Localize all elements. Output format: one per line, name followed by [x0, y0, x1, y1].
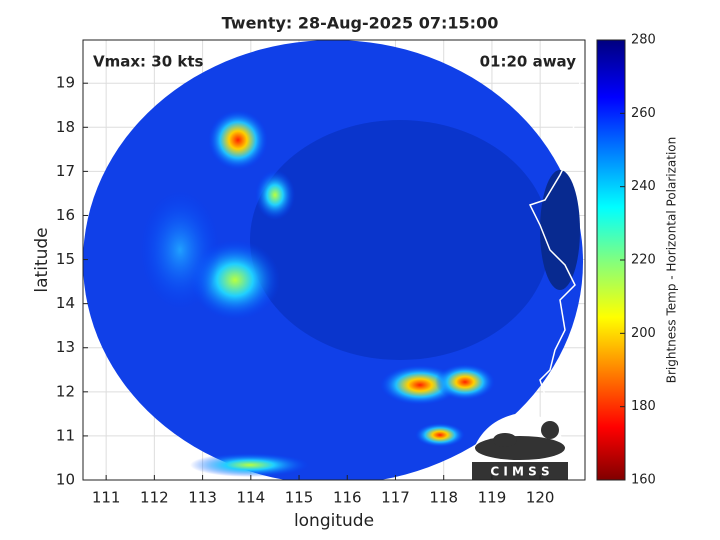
logo-dish	[493, 433, 517, 447]
cloud	[255, 170, 295, 220]
logo-text: C I M S S	[490, 465, 549, 479]
cimss-logo: C I M S S	[470, 413, 570, 480]
y-tick-label: 19	[56, 74, 75, 92]
colorbar-tick-label: 180	[631, 399, 656, 414]
y-axis-label: latitude	[32, 227, 52, 292]
scan-area	[540, 170, 580, 290]
x-tick-label: 112	[140, 489, 169, 507]
chart-title: Twenty: 28-Aug-2025 07:15:00	[222, 14, 499, 33]
y-tick-label: 16	[56, 206, 75, 224]
annotation: Vmax: 30 kts	[93, 53, 203, 71]
y-tick-label: 14	[56, 294, 75, 312]
x-tick-label: 119	[478, 489, 507, 507]
x-tick-label: 120	[526, 489, 555, 507]
x-tick-label: 113	[188, 489, 217, 507]
y-tick-label: 10	[56, 471, 75, 489]
x-axis-label: longitude	[294, 511, 374, 531]
logo-tower	[541, 421, 559, 439]
colorbar-label: Brightness Temp - Horizontal Polarizatio…	[665, 137, 679, 384]
colorbar-tick-label: 220	[631, 253, 656, 268]
cloud	[190, 453, 310, 477]
y-tick-label: 13	[56, 338, 75, 356]
x-tick-label: 114	[236, 489, 265, 507]
logo-hill	[475, 436, 565, 460]
x-tick-label: 115	[285, 489, 314, 507]
x-tick-label: 117	[381, 489, 410, 507]
logo-band	[472, 462, 568, 480]
colorbar-tick-label: 240	[631, 179, 656, 194]
cloud	[435, 364, 495, 400]
y-tick-label: 18	[56, 118, 75, 136]
x-tick-label: 111	[92, 489, 121, 507]
y-tick-label: 17	[56, 162, 75, 180]
x-tick-label: 118	[429, 489, 458, 507]
colorbar-tick-label: 260	[631, 106, 656, 121]
cloud	[140, 190, 220, 310]
colorbar-tick-label: 280	[631, 33, 656, 48]
y-tick-label: 15	[56, 250, 75, 268]
cloud	[415, 423, 465, 447]
x-tick-label: 116	[333, 489, 362, 507]
scan-area	[250, 120, 550, 360]
coastline	[528, 59, 585, 401]
annotation: 01:20 away	[480, 53, 577, 71]
cloud	[208, 110, 268, 170]
y-tick-label: 12	[56, 382, 75, 400]
colorbar-tick-label: 160	[631, 473, 656, 488]
satellite-image	[83, 40, 585, 480]
colorbar-tick-label: 200	[631, 326, 656, 341]
y-tick-label: 11	[56, 426, 75, 444]
